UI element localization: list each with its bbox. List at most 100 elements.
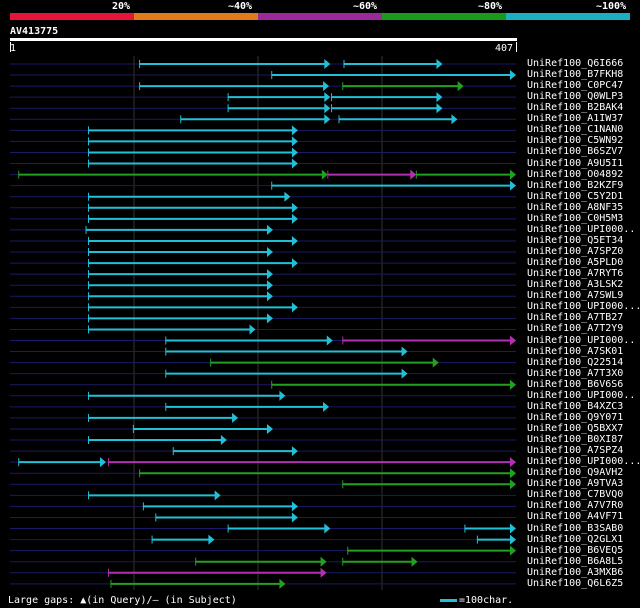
hit-label[interactable]: UniRef100_B6V6S6 [527,378,624,390]
ruler-tick-right [516,42,517,52]
hit-label[interactable]: UniRef100_A9U5I1 [527,157,624,169]
ruler-start: 1 [10,43,17,54]
hit-label[interactable]: UniRef100_B3SAB0 [527,522,624,534]
scale-label-100: ~100% [596,1,627,12]
hit-label[interactable]: UniRef100_C7BVQ0 [527,489,624,501]
segment-end-arrow [232,412,239,423]
segment-end-arrow [279,390,286,401]
hit-label[interactable]: UniRef100_B6VEQ5 [527,544,624,556]
hit-label[interactable]: UniRef100_B2BAK4 [527,102,624,114]
segment-end-arrow [291,213,298,224]
segment-end-arrow [510,70,516,81]
hit-label[interactable]: UniRef100_A7T3X0 [527,367,624,379]
segment-end-arrow [266,423,273,434]
hit-label[interactable]: UniRef100_C5WN92 [527,135,624,147]
segment-end-arrow [401,346,408,357]
hit-label[interactable]: UniRef100_Q6I666 [527,58,624,69]
segment-end-arrow [436,103,443,114]
length-scale-label: =100char. [459,595,514,606]
hit-label[interactable]: UniRef100_B4XZC3 [527,400,624,412]
score-scale: 20% ~40% ~60% ~80% ~100% [10,0,630,22]
segment-end-arrow [266,269,273,280]
hit-label[interactable]: UniRef100_Q0WLP3 [527,91,624,103]
hit-label[interactable]: UniRef100_C0H5M3 [527,212,624,224]
hit-label[interactable]: UniRef100_A7V7R0 [527,500,624,512]
hit-label[interactable]: UniRef100_Q22514 [527,356,624,368]
segment-end-arrow [266,247,273,258]
hit-label[interactable]: UniRef100_A3LSK2 [527,279,624,291]
hit-label[interactable]: UniRef100_UPI000.. [527,389,636,401]
segment-end-arrow [320,556,327,567]
segment-end-arrow [324,523,331,534]
hit-label[interactable]: UniRef100_A7SPZ4 [527,445,624,457]
length-scale-bar [440,599,457,602]
segment-end-arrow [291,235,298,246]
segment-end-arrow [510,379,516,390]
ruler-tick-left [10,42,11,52]
ruler-end: 407 [495,43,514,54]
gap-legend: Large gaps: ▲(in Query)/– (in Subject) [8,595,237,606]
hit-label[interactable]: UniRef100_UPI000... [527,456,640,468]
segment-end-arrow [99,457,106,468]
hit-label[interactable]: UniRef100_O04892 [527,168,624,180]
hit-label[interactable]: UniRef100_A3MXB6 [527,566,624,578]
segment-end-arrow [323,81,330,92]
scale-bar-green [382,13,506,20]
hit-label[interactable]: UniRef100_B2KZF9 [527,179,624,191]
hit-label[interactable]: UniRef100_A7SPZ0 [527,246,624,258]
segment-end-arrow [510,479,516,490]
hit-label[interactable]: UniRef100_A8NF35 [527,201,624,213]
hit-label[interactable]: UniRef100_A5PLD0 [527,257,624,269]
hit-label[interactable]: UniRef100_A9TVA3 [527,478,624,490]
segment-end-arrow [291,202,298,213]
segment-end-arrow [291,258,298,269]
scale-bar-purple [258,13,382,20]
segment-end-arrow [432,357,439,368]
segment-end-arrow [510,169,516,180]
segment-end-arrow [291,302,298,313]
hit-label[interactable]: UniRef100_C5Y2D1 [527,190,624,202]
hit-label[interactable]: UniRef100_A7T2Y9 [527,323,624,335]
segment-end-arrow [510,468,516,479]
hit-label[interactable]: UniRef100_B6A8L5 [527,555,624,567]
hit-label[interactable]: UniRef100_B7FKH8 [527,69,624,81]
segment-end-arrow [208,534,215,545]
hit-label[interactable]: UniRef100_A7SK01 [527,345,624,357]
segment-end-arrow [214,490,221,501]
segment-end-arrow [436,59,443,69]
hit-label[interactable]: UniRef100_B0XI87 [527,434,624,446]
query-id: AV413775 [10,26,59,37]
hit-label[interactable]: UniRef100_Q9AVH2 [527,467,624,479]
hit-label[interactable]: UniRef100_A1IW37 [527,113,624,125]
segment-end-arrow [266,280,273,291]
scale-label-20: 20% [112,1,131,12]
segment-end-arrow [291,158,298,169]
hit-label[interactable]: UniRef100_UPI000.. [527,223,636,235]
hit-label[interactable]: UniRef100_UPI000.. [527,334,636,346]
hit-label[interactable]: UniRef100_A7SWL9 [527,290,624,302]
hit-label[interactable]: UniRef100_A4VF71 [527,511,624,523]
hit-label[interactable]: UniRef100_UPI000... [527,301,640,313]
hit-label[interactable]: UniRef100_Q9Y071 [527,411,624,423]
scale-label-60: ~60% [353,1,378,12]
hit-label[interactable]: UniRef100_A7RYT6 [527,268,624,280]
hit-label[interactable]: UniRef100_Q5BXX7 [527,422,624,434]
hit-label[interactable]: UniRef100_Q6L6Z5 [527,577,624,589]
hit-label[interactable]: UniRef100_C1NAN0 [527,124,624,136]
hit-label[interactable]: UniRef100_B6SZV7 [527,146,624,158]
hit-label[interactable]: UniRef100_Q5ET34 [527,234,624,246]
segment-end-arrow [510,180,516,191]
segment-end-arrow [249,324,256,335]
segment-end-arrow [291,501,298,512]
hit-label[interactable]: UniRef100_Q2GLX1 [527,533,624,545]
scale-bar-orange [134,13,258,20]
hit-label[interactable]: UniRef100_A7TB27 [527,312,624,324]
segment-end-arrow [510,534,516,545]
segment-end-arrow [324,103,331,114]
hit-label[interactable]: UniRef100_C0PC47 [527,80,624,92]
scale-bar-red [10,13,134,20]
segment-end-arrow [510,523,516,534]
segment-end-arrow [291,136,298,147]
segment-end-arrow [279,578,286,589]
